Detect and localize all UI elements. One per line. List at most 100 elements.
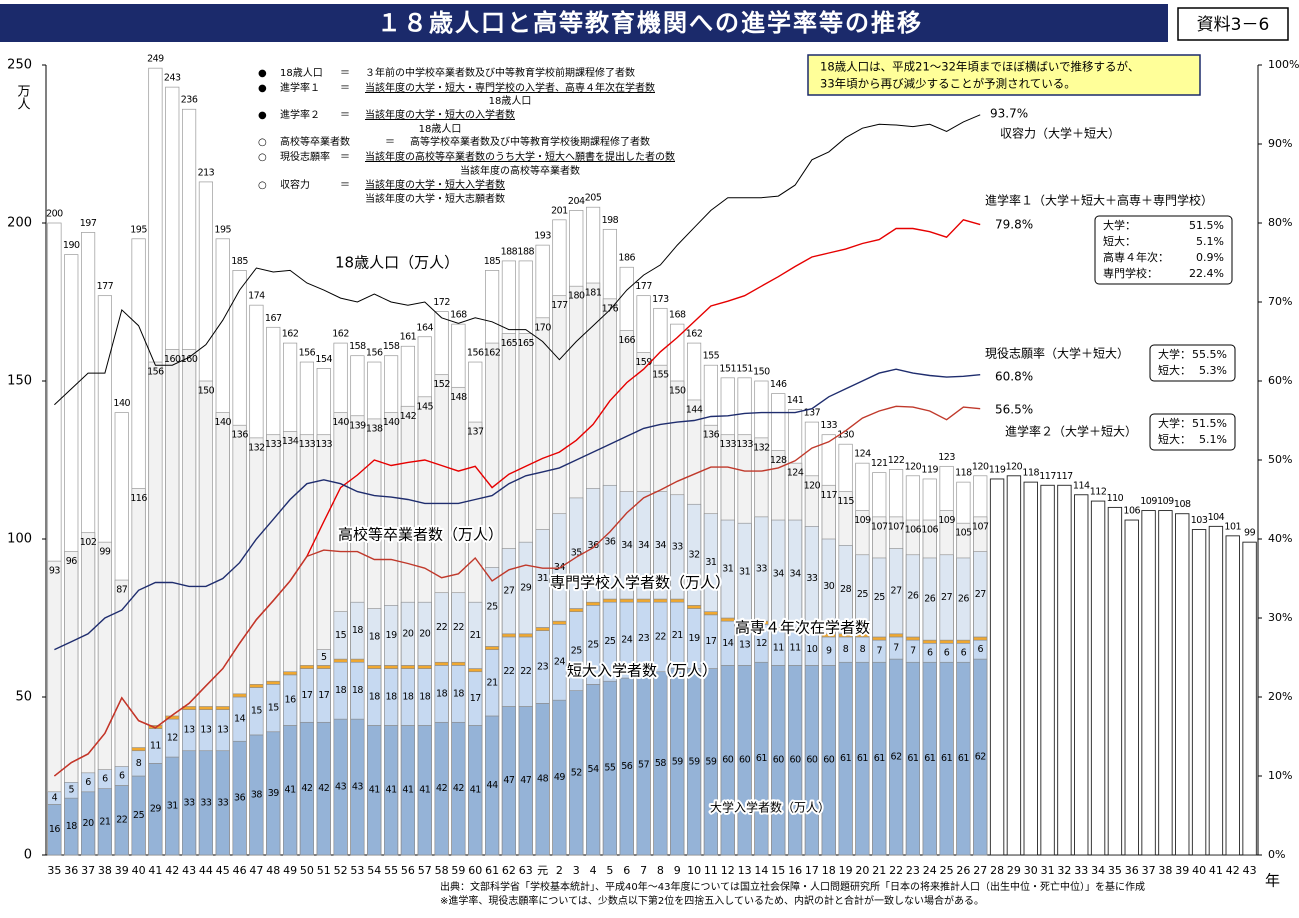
data-label: 26 — [907, 590, 919, 601]
data-label: 137 — [467, 427, 484, 438]
data-label: 133 — [736, 439, 753, 450]
data-label: 104 — [1208, 512, 1225, 523]
data-label: 25 — [571, 646, 583, 657]
data-label: 132 — [753, 442, 770, 453]
data-label: 61 — [756, 753, 768, 764]
x-tick-label: 32 — [1057, 864, 1071, 877]
y-tick-label: 50 — [15, 690, 32, 705]
x-tick-label: 39 — [115, 864, 129, 877]
data-label: 33 — [672, 541, 684, 552]
data-label: 133 — [299, 439, 316, 450]
data-label: 15 — [251, 706, 263, 717]
data-label: 13 — [184, 725, 196, 736]
bar-segment — [956, 557, 971, 641]
series-label: 短大入学者数（万人） — [567, 662, 717, 680]
bar-segment — [653, 598, 668, 603]
data-label: 18 — [453, 688, 465, 699]
data-label: 120 — [1006, 461, 1023, 472]
data-label: 18 — [436, 688, 448, 699]
data-label: 120 — [972, 461, 989, 472]
breakdown-value: 51.5% — [1189, 219, 1224, 232]
bar-segment — [855, 554, 870, 635]
data-label: 96 — [66, 556, 78, 567]
bar-segment — [266, 680, 281, 685]
data-label: 21 — [99, 816, 111, 827]
x-tick-label: 13 — [738, 864, 752, 877]
x-tick-label: 50 — [300, 864, 314, 877]
data-label: 44 — [487, 780, 499, 791]
source-box — [1177, 7, 1289, 41]
bar — [1158, 510, 1173, 856]
data-label: 43 — [352, 782, 364, 793]
x-tick-label: 34 — [1091, 864, 1105, 877]
breakdown-label: 大学： — [1158, 416, 1191, 430]
data-label: 109 — [1157, 496, 1174, 507]
data-label: 120 — [804, 480, 821, 491]
data-label: 30 — [823, 581, 835, 592]
bar-segment — [804, 526, 819, 631]
bar-segment — [468, 601, 483, 669]
data-label: 59 — [705, 756, 717, 767]
data-label: 13 — [200, 725, 212, 736]
bar-segment — [350, 601, 365, 660]
y2-tick-label: 30% — [1268, 611, 1292, 624]
bar-segment — [872, 636, 887, 641]
data-label: 60 — [739, 755, 751, 766]
data-label: 27 — [975, 589, 987, 600]
chart-title: １８歳人口と高等教育機関への進学率等の推移 — [377, 9, 923, 37]
data-label: 23 — [537, 661, 549, 672]
data-label: 36 — [588, 540, 600, 551]
data-label: 236 — [181, 95, 198, 106]
x-tick-label: 42 — [1226, 864, 1240, 877]
bar-segment — [619, 598, 634, 603]
bar-segment — [131, 747, 146, 752]
data-label: 6 — [927, 647, 933, 658]
data-label: 33 — [200, 797, 212, 808]
data-label: 31 — [705, 557, 717, 568]
x-tick-label: 6 — [623, 864, 630, 877]
data-label: 170 — [534, 322, 551, 333]
x-tick-label: 31 — [1041, 864, 1055, 877]
bar-segment — [788, 519, 803, 628]
note-line: 33年頃から再び減少することが予測されている。 — [820, 77, 1076, 91]
x-tick-label: 30 — [1024, 864, 1038, 877]
data-label: 140 — [214, 417, 231, 428]
bar-segment — [922, 639, 937, 644]
data-label: 130 — [837, 430, 854, 441]
x-tick-label: 26 — [956, 864, 970, 877]
data-label: 13 — [739, 639, 751, 650]
definition-eq: ＝ — [385, 137, 395, 148]
data-label: 5 — [68, 785, 74, 796]
data-label: 33 — [756, 564, 768, 575]
data-label: 61 — [958, 753, 970, 764]
x-tick-label: 41 — [148, 864, 162, 877]
bar-segment — [703, 611, 718, 616]
x-tick-label: 57 — [418, 864, 432, 877]
data-label: 41 — [419, 785, 431, 796]
data-label: 108 — [1174, 499, 1191, 510]
data-label: 188 — [517, 246, 534, 257]
data-label: 34 — [790, 568, 802, 579]
x-tick-label: 2 — [556, 864, 563, 877]
data-label: 168 — [450, 310, 467, 321]
data-label: 116 — [130, 493, 147, 504]
x-tick-label: 43 — [182, 864, 196, 877]
bar — [1107, 506, 1123, 856]
data-label: 107 — [871, 521, 888, 532]
bar-segment — [619, 491, 634, 600]
x-tick-label: 18 — [822, 864, 836, 877]
bar-segment — [333, 611, 348, 660]
note-box — [807, 54, 1201, 96]
bar-segment — [485, 646, 500, 650]
x-tick-label: 42 — [165, 864, 179, 877]
series-label: 進学率１（大学＋短大＋高専＋専門学校） — [985, 193, 1213, 208]
data-label: 22 — [520, 666, 532, 677]
definition-denominator: 当該年度の高校等卒業者数 — [460, 164, 580, 177]
data-label: 167 — [265, 313, 282, 324]
x-tick-label: 36 — [1125, 864, 1139, 877]
data-label: 56 — [621, 761, 633, 772]
definition-mark: ○ — [258, 180, 267, 191]
x-tick-label: 51 — [317, 864, 331, 877]
data-label: 22 — [436, 622, 448, 633]
data-label: 6 — [102, 774, 108, 785]
